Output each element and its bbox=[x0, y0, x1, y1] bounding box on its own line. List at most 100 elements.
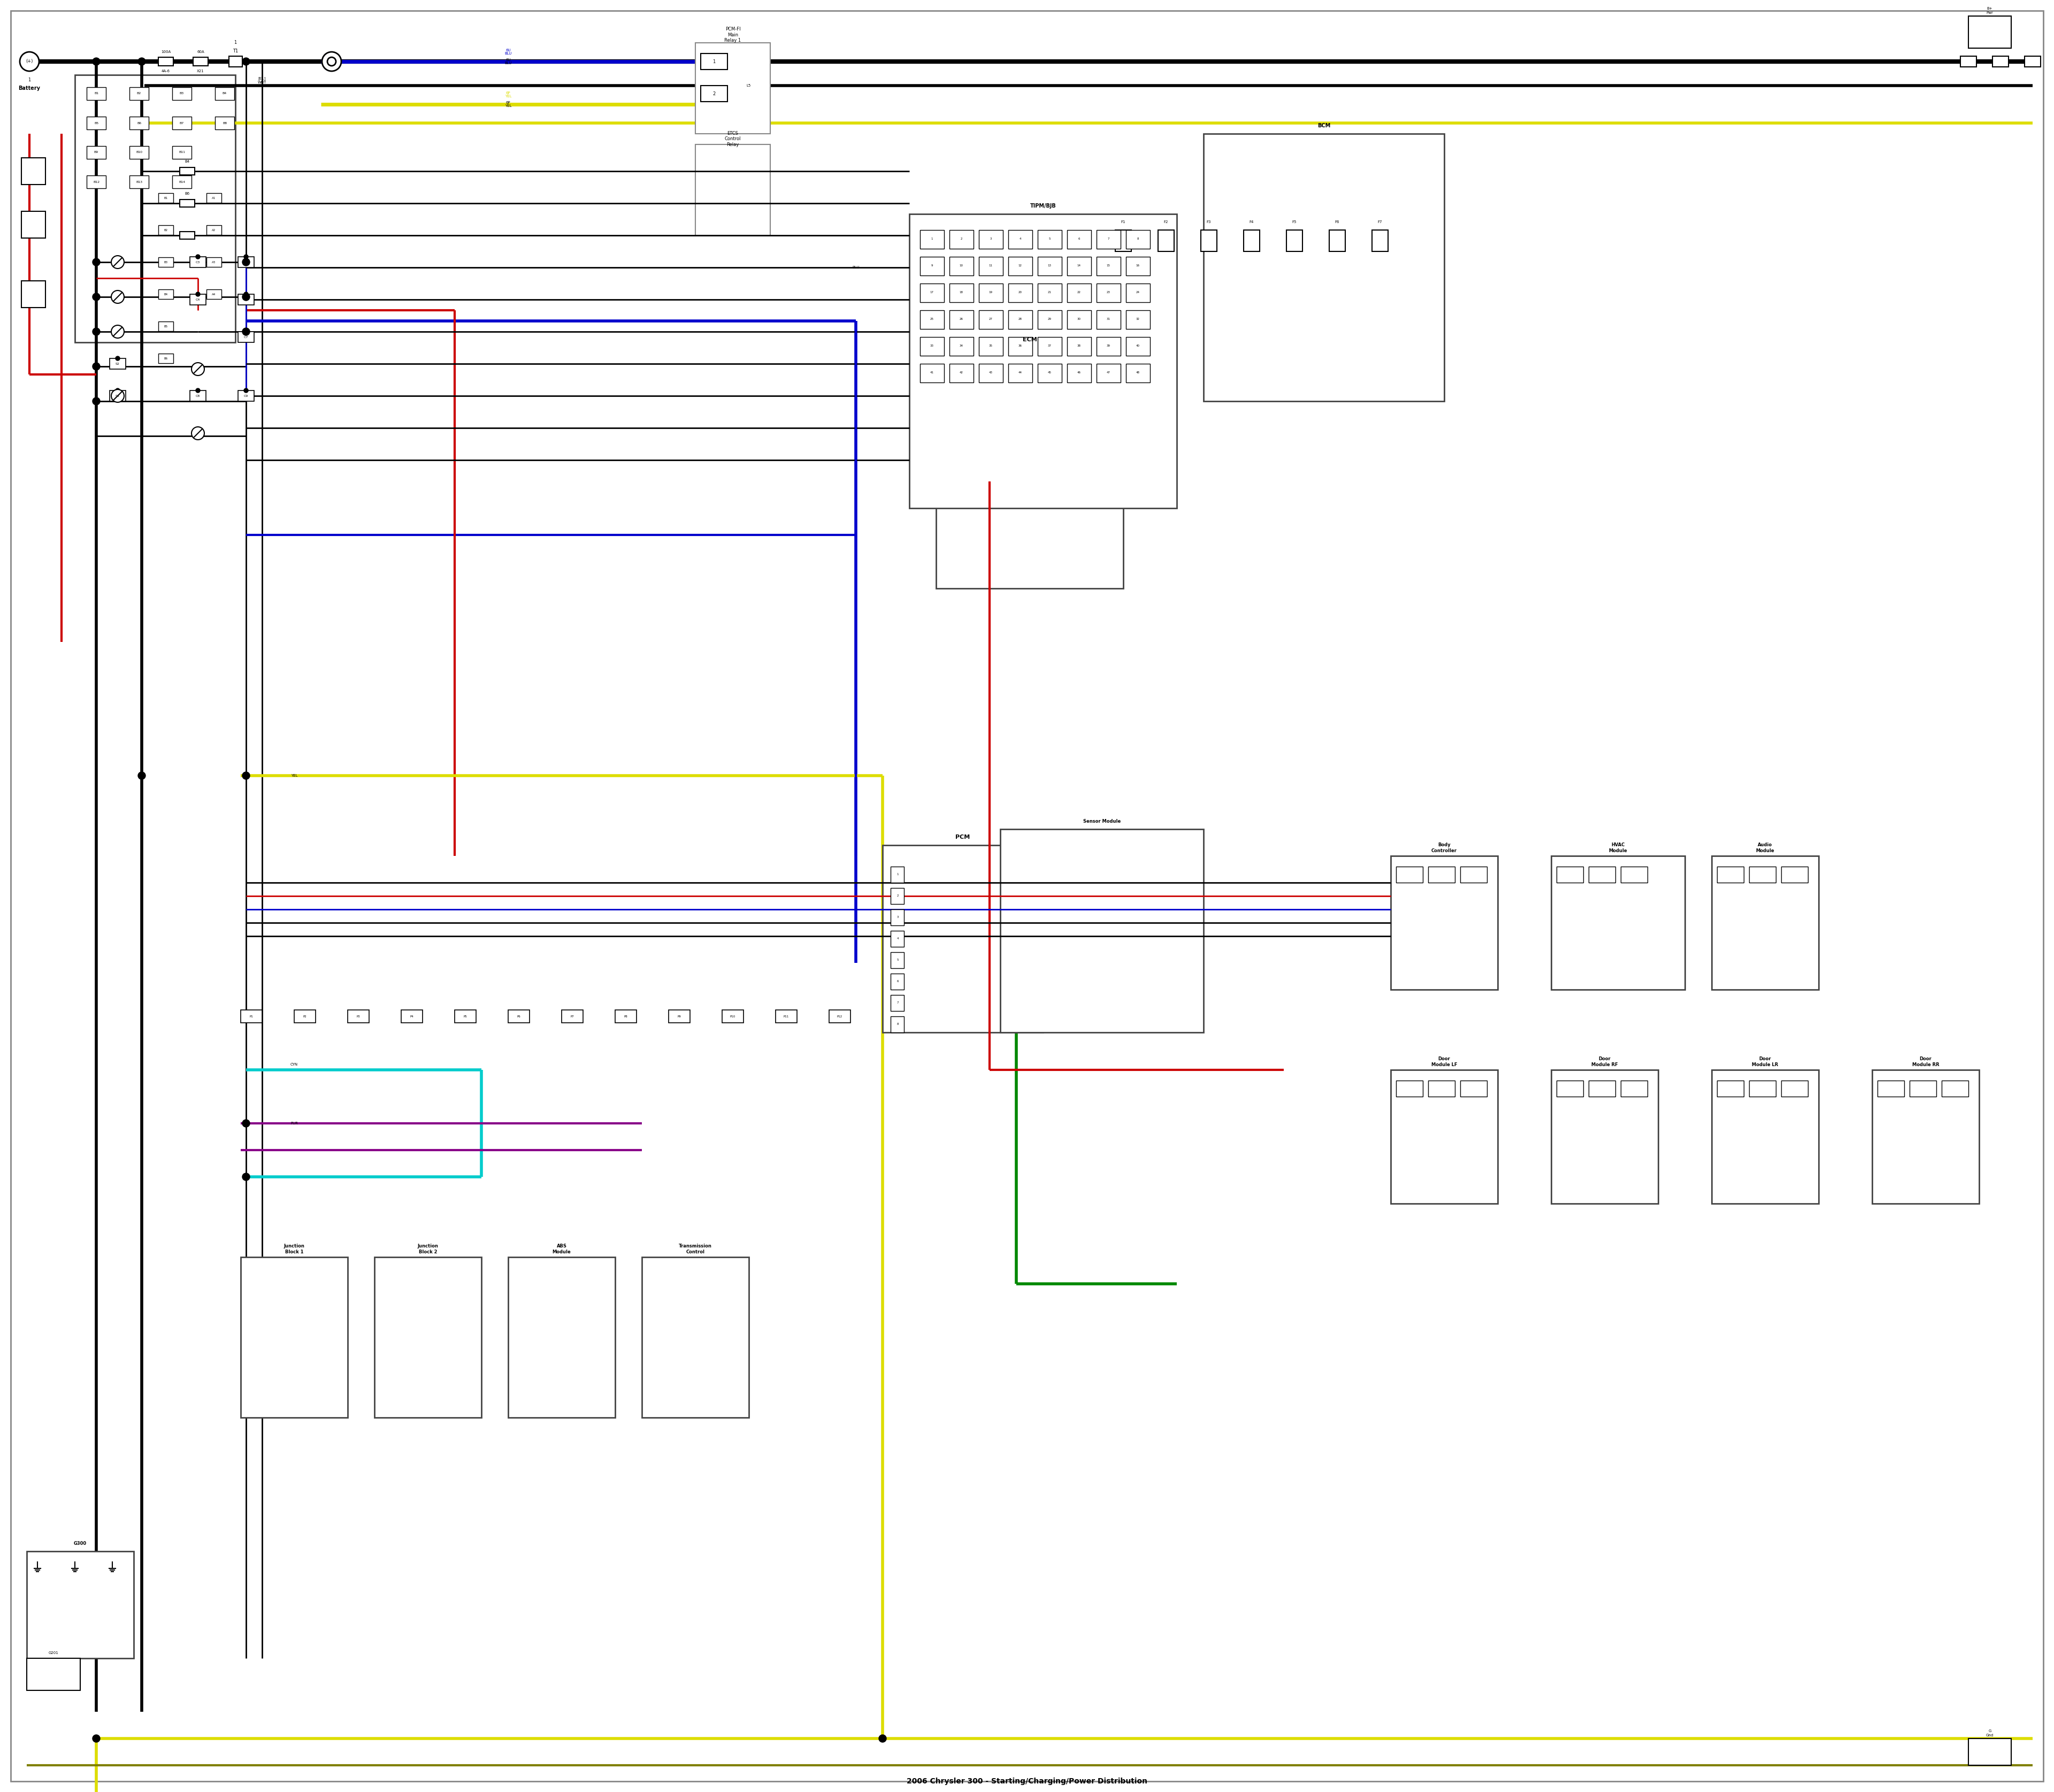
Bar bbox=[1202, 229, 1216, 251]
Bar bbox=[1097, 229, 1121, 249]
Bar bbox=[238, 391, 255, 401]
Bar bbox=[776, 1011, 797, 1023]
Bar bbox=[561, 1011, 583, 1023]
Bar bbox=[158, 289, 173, 299]
Text: P10: P10 bbox=[729, 1014, 735, 1018]
Text: TIPM/BJB: TIPM/BJB bbox=[1029, 202, 1056, 208]
Bar bbox=[1781, 1081, 1808, 1097]
Circle shape bbox=[322, 52, 341, 72]
Bar bbox=[21, 281, 45, 308]
Text: F6: F6 bbox=[1335, 220, 1339, 224]
Bar bbox=[891, 889, 904, 903]
Circle shape bbox=[111, 389, 123, 401]
Bar bbox=[1068, 364, 1091, 382]
Text: L5: L5 bbox=[748, 84, 752, 88]
Bar bbox=[700, 54, 727, 70]
Bar bbox=[181, 231, 195, 238]
Text: B1: B1 bbox=[94, 91, 99, 95]
Bar bbox=[507, 1011, 530, 1023]
Bar bbox=[1126, 256, 1150, 276]
Text: A4: A4 bbox=[212, 292, 216, 296]
Circle shape bbox=[111, 324, 123, 339]
Bar bbox=[1717, 1081, 1744, 1097]
Bar bbox=[240, 1011, 263, 1023]
Text: 12: 12 bbox=[1019, 265, 1023, 267]
Circle shape bbox=[244, 254, 249, 258]
Bar bbox=[181, 199, 195, 208]
Text: 17: 17 bbox=[930, 292, 935, 294]
Bar bbox=[129, 145, 148, 159]
Text: B9: B9 bbox=[94, 151, 99, 154]
Text: 6P
YEL: 6P YEL bbox=[505, 100, 511, 108]
Circle shape bbox=[92, 1735, 101, 1742]
Text: 45: 45 bbox=[1048, 371, 1052, 375]
Bar bbox=[1243, 229, 1259, 251]
Text: B12: B12 bbox=[92, 181, 99, 183]
Circle shape bbox=[92, 57, 101, 65]
Circle shape bbox=[244, 330, 249, 333]
Text: 29: 29 bbox=[1048, 317, 1052, 321]
Text: 16: 16 bbox=[1136, 265, 1140, 267]
Bar bbox=[1588, 867, 1614, 883]
Text: 2006 Chrysler 300 - Starting/Charging/Power Distribution: 2006 Chrysler 300 - Starting/Charging/Po… bbox=[906, 1778, 1148, 1785]
Text: B3: B3 bbox=[179, 91, 185, 95]
Text: 39: 39 bbox=[1107, 344, 1109, 348]
Bar bbox=[1621, 1081, 1647, 1097]
Text: 13: 13 bbox=[1048, 265, 1052, 267]
Bar bbox=[891, 952, 904, 968]
Text: 18: 18 bbox=[959, 292, 963, 294]
Text: B5: B5 bbox=[164, 324, 168, 328]
Bar bbox=[1009, 364, 1033, 382]
Bar bbox=[1204, 134, 1444, 401]
Bar bbox=[1126, 229, 1150, 249]
Text: B4: B4 bbox=[164, 292, 168, 296]
Bar bbox=[1126, 337, 1150, 357]
Text: Transmission
Control: Transmission Control bbox=[678, 1244, 713, 1254]
Bar bbox=[891, 867, 904, 883]
Text: 10: 10 bbox=[959, 265, 963, 267]
Text: P5: P5 bbox=[464, 1014, 466, 1018]
Bar bbox=[129, 116, 148, 129]
Bar bbox=[949, 229, 974, 249]
Circle shape bbox=[138, 57, 146, 65]
Bar bbox=[158, 226, 173, 235]
Bar bbox=[1711, 857, 1818, 989]
Bar bbox=[1329, 229, 1345, 251]
Bar bbox=[238, 332, 255, 342]
Bar bbox=[920, 256, 945, 276]
Bar bbox=[980, 310, 1002, 330]
Bar bbox=[920, 283, 945, 303]
Text: P12: P12 bbox=[838, 1014, 842, 1018]
Circle shape bbox=[879, 1735, 887, 1742]
Bar bbox=[1968, 16, 2011, 48]
Text: 33: 33 bbox=[930, 344, 935, 348]
Text: Audio
Module: Audio Module bbox=[1756, 842, 1775, 853]
Bar bbox=[1711, 1070, 1818, 1204]
Text: 25: 25 bbox=[930, 317, 935, 321]
Text: 36: 36 bbox=[1019, 344, 1023, 348]
Text: 4A-6: 4A-6 bbox=[162, 70, 170, 73]
Text: PCM-FI
Main
Relay 1: PCM-FI Main Relay 1 bbox=[725, 27, 741, 43]
Bar bbox=[920, 364, 945, 382]
Bar bbox=[1391, 857, 1497, 989]
Bar bbox=[1009, 229, 1033, 249]
Bar bbox=[1037, 310, 1062, 330]
Bar bbox=[1037, 256, 1062, 276]
Text: Junction
Block 2: Junction Block 2 bbox=[417, 1244, 438, 1254]
Bar bbox=[86, 116, 107, 129]
Bar bbox=[696, 43, 770, 134]
Text: PUR: PUR bbox=[290, 1122, 298, 1125]
Bar bbox=[1037, 229, 1062, 249]
Bar bbox=[1968, 1738, 2011, 1765]
Circle shape bbox=[242, 57, 251, 65]
Text: 14: 14 bbox=[1076, 265, 1080, 267]
Bar bbox=[641, 1256, 750, 1417]
Bar bbox=[891, 930, 904, 946]
Circle shape bbox=[327, 57, 337, 66]
Text: C4: C4 bbox=[195, 297, 199, 301]
Text: 11: 11 bbox=[988, 265, 992, 267]
Text: B14: B14 bbox=[179, 181, 185, 183]
Circle shape bbox=[244, 389, 249, 392]
Bar bbox=[1621, 867, 1647, 883]
Bar bbox=[207, 289, 222, 299]
